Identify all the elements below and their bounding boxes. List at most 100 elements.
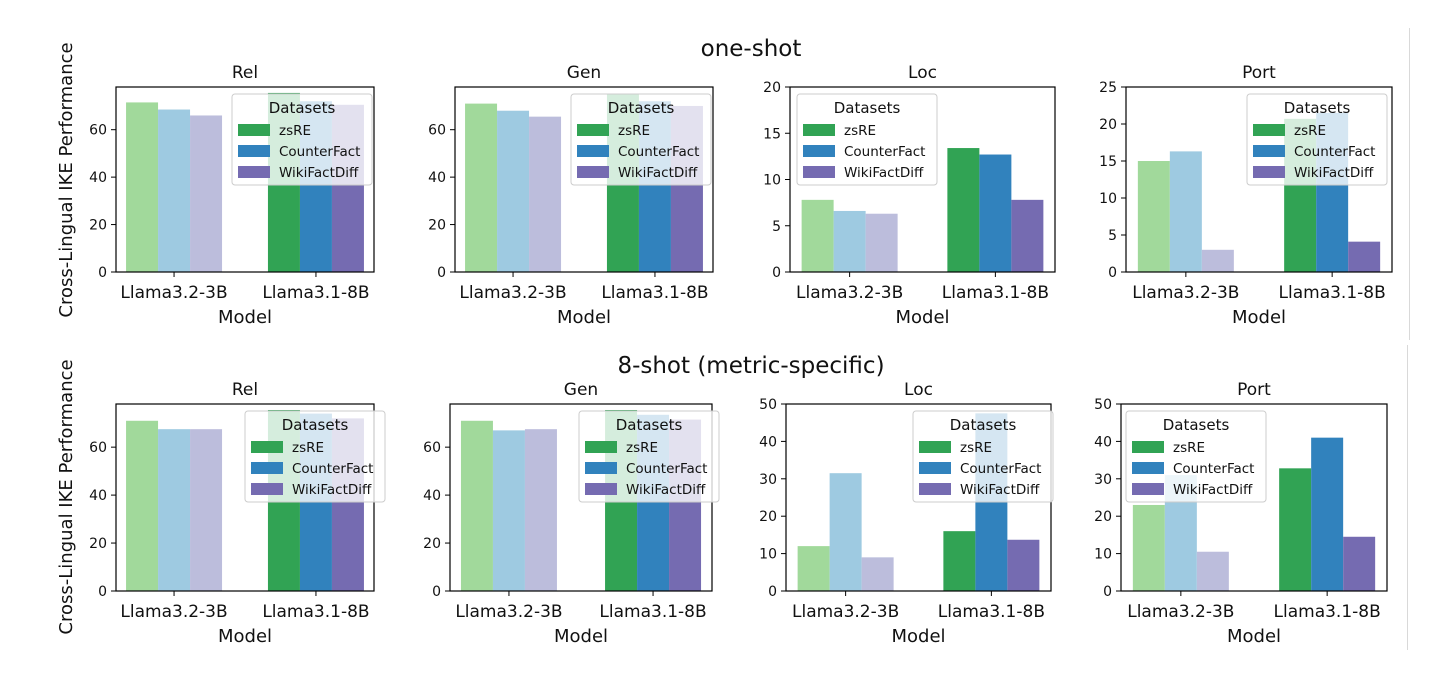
legend-swatch <box>577 124 609 136</box>
legend-label: CounterFact <box>960 461 1041 477</box>
y-tick-label: 0 <box>772 265 781 281</box>
bar <box>1197 552 1229 591</box>
bar <box>158 429 190 591</box>
y-tick-label: 15 <box>763 126 781 142</box>
bar <box>190 429 222 591</box>
legend-label: WikiFactDiff <box>292 482 372 498</box>
right-edge-line-lower <box>1407 345 1408 650</box>
bar <box>1170 151 1202 272</box>
x-tick-label: Llama3.1-8B <box>942 283 1049 303</box>
y-tick-label: 30 <box>1094 472 1112 488</box>
x-tick-label: Llama3.1-8B <box>1274 602 1381 622</box>
legend-swatch <box>803 145 835 157</box>
legend-label: CounterFact <box>626 461 707 477</box>
legend-swatch <box>585 483 617 495</box>
bar <box>943 531 975 591</box>
legend-title: Datasets <box>1163 416 1230 434</box>
bar <box>529 117 561 272</box>
legend-swatch <box>238 124 270 136</box>
legend-label: WikiFactDiff <box>279 165 359 181</box>
legend-swatch <box>577 166 609 178</box>
y-tick-label: 60 <box>423 440 441 456</box>
x-tick-label: Llama3.1-8B <box>938 602 1045 622</box>
row-title: 8-shot (metric-specific) <box>617 353 884 379</box>
bar <box>1311 438 1343 591</box>
legend-swatch <box>1253 124 1285 136</box>
x-axis-label: Model <box>218 307 272 328</box>
x-tick-label: Llama3.2-3B <box>455 602 562 622</box>
x-tick-label: Llama3.2-3B <box>459 283 566 303</box>
y-tick-label: 20 <box>759 509 777 525</box>
legend-label: zsRE <box>960 440 992 456</box>
x-tick-label: Llama3.2-3B <box>1132 283 1239 303</box>
y-tick-label: 10 <box>759 547 777 563</box>
x-axis-label: Model <box>895 307 949 328</box>
legend-label: zsRE <box>618 123 650 139</box>
y-tick-label: 0 <box>432 584 441 600</box>
bar <box>126 102 158 272</box>
bar <box>830 473 862 591</box>
legend-swatch <box>919 462 951 474</box>
legend-swatch <box>238 166 270 178</box>
bar <box>1348 242 1380 272</box>
y-tick-label: 20 <box>1099 117 1117 133</box>
bar <box>190 115 222 272</box>
y-tick-label: 20 <box>89 218 107 234</box>
x-tick-label: Llama3.2-3B <box>120 602 227 622</box>
legend-swatch <box>803 124 835 136</box>
bar <box>1133 505 1165 591</box>
y-tick-label: 20 <box>428 218 446 234</box>
bar <box>947 148 979 272</box>
legend-label: zsRE <box>1173 440 1205 456</box>
bar <box>493 430 525 591</box>
bar <box>862 557 894 591</box>
y-tick-label: 50 <box>759 397 777 413</box>
legend-title: Datasets <box>834 99 901 117</box>
legend-title: Datasets <box>950 416 1017 434</box>
legend-swatch <box>238 145 270 157</box>
y-tick-label: 5 <box>772 219 781 235</box>
legend-title: Datasets <box>608 99 675 117</box>
y-axis-label: Cross-Lingual IKE Performance <box>56 42 77 317</box>
x-tick-label: Llama3.1-8B <box>262 602 369 622</box>
y-tick-label: 60 <box>89 440 107 456</box>
legend-label: WikiFactDiff <box>1173 482 1253 498</box>
bar <box>834 211 866 272</box>
x-axis-label: Model <box>557 307 611 328</box>
x-tick-label: Llama3.2-3B <box>120 283 227 303</box>
legend-swatch <box>1132 483 1164 495</box>
y-tick-label: 0 <box>98 584 107 600</box>
legend-label: CounterFact <box>279 144 360 160</box>
legend-swatch <box>1132 441 1164 453</box>
legend-label: CounterFact <box>618 144 699 160</box>
legend-swatch <box>1253 145 1285 157</box>
bar <box>1007 540 1039 591</box>
y-tick-label: 40 <box>759 434 777 450</box>
legend-label: CounterFact <box>1173 461 1254 477</box>
x-tick-label: Llama3.2-3B <box>1127 602 1234 622</box>
y-tick-label: 20 <box>89 536 107 552</box>
bar <box>158 110 190 272</box>
subplot-title: Loc <box>908 63 937 83</box>
bar <box>802 200 834 272</box>
legend-label: CounterFact <box>1294 144 1375 160</box>
y-tick-label: 0 <box>1108 265 1117 281</box>
y-tick-label: 30 <box>759 472 777 488</box>
x-tick-label: Llama3.1-8B <box>1279 283 1386 303</box>
bar <box>525 429 557 591</box>
y-axis-label: Cross-Lingual IKE Performance <box>56 359 77 634</box>
y-tick-label: 40 <box>89 488 107 504</box>
y-tick-label: 15 <box>1099 154 1117 170</box>
legend-label: zsRE <box>1294 123 1326 139</box>
x-axis-label: Model <box>554 626 608 647</box>
legend-label: WikiFactDiff <box>626 482 706 498</box>
subplot-title: Gen <box>567 63 601 83</box>
subplot-title: Loc <box>904 380 933 400</box>
y-tick-label: 60 <box>89 123 107 139</box>
legend-label: zsRE <box>292 440 324 456</box>
bar <box>1011 200 1043 272</box>
legend-label: WikiFactDiff <box>960 482 1040 498</box>
legend-label: WikiFactDiff <box>844 165 924 181</box>
legend-swatch <box>1253 166 1285 178</box>
y-tick-label: 40 <box>423 488 441 504</box>
